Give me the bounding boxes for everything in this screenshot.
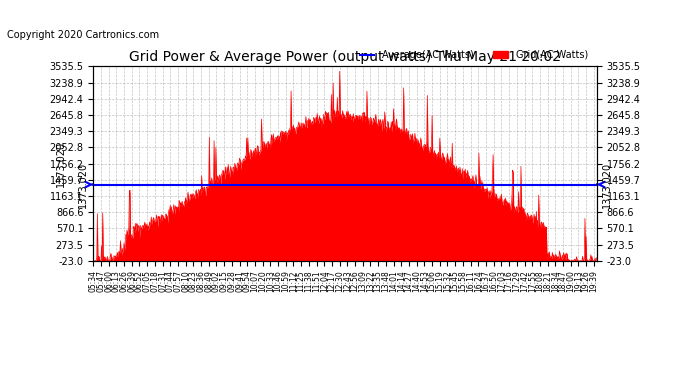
Text: Copyright 2020 Cartronics.com: Copyright 2020 Cartronics.com [7,30,159,40]
Title: Grid Power & Average Power (output watts) Thu May 21 20:02: Grid Power & Average Power (output watts… [129,50,561,64]
Text: 1373.020: 1373.020 [602,162,612,208]
Legend: Average(AC Watts), Grid(AC Watts): Average(AC Watts), Grid(AC Watts) [356,46,592,64]
Text: 1373.020: 1373.020 [55,141,66,187]
Text: 1373.020: 1373.020 [78,162,88,208]
